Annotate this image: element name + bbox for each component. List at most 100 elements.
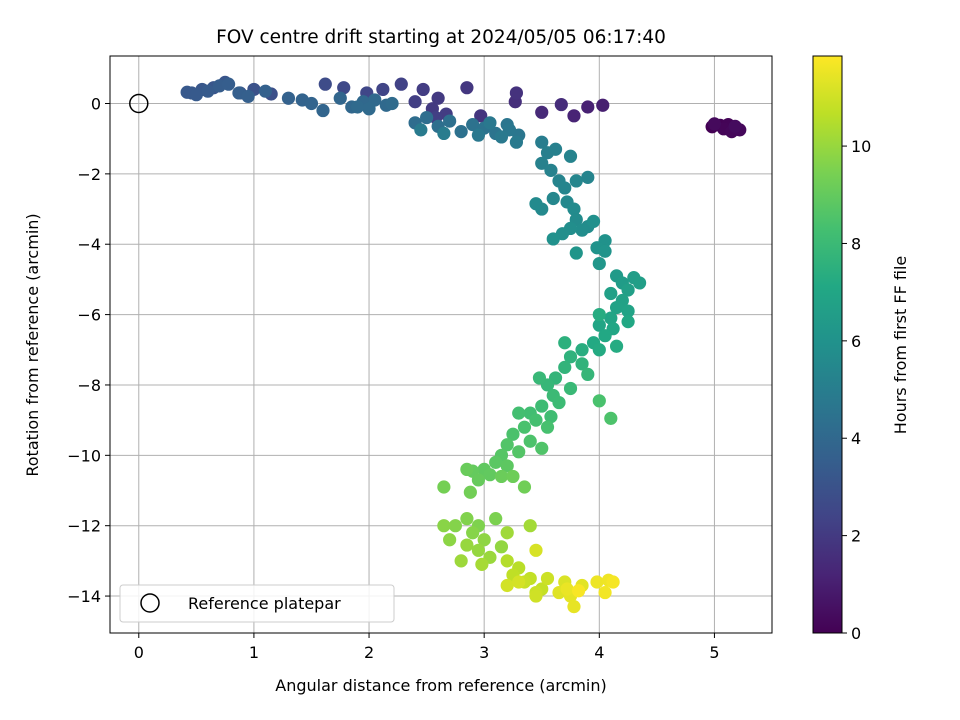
y-axis-ticks: 0 −2 −4 −6 −8 −10 −12 −14	[67, 94, 110, 606]
data-point	[544, 410, 558, 424]
data-point	[535, 441, 549, 455]
data-point	[394, 77, 408, 91]
data-point	[523, 519, 537, 533]
data-point	[506, 469, 520, 484]
x-tick-label: 1	[249, 643, 259, 662]
data-point	[466, 118, 480, 132]
data-point	[604, 311, 618, 325]
data-point	[454, 125, 468, 139]
data-point	[581, 100, 595, 114]
data-point	[592, 307, 606, 322]
data-point	[471, 543, 486, 557]
data-point	[350, 100, 365, 114]
data-point	[558, 181, 572, 195]
data-point	[517, 420, 532, 434]
data-point	[546, 191, 560, 206]
data-point	[563, 381, 578, 396]
colorbar-gradient	[812, 55, 843, 634]
data-point	[548, 142, 563, 156]
data-point	[506, 427, 520, 441]
colorbar-ticks: 0 2 4 6 8 10	[842, 137, 871, 643]
data-point	[558, 360, 572, 374]
x-tick-label: 0	[134, 643, 144, 662]
data-point	[512, 575, 526, 589]
data-point	[466, 526, 480, 540]
data-point	[500, 554, 514, 568]
data-point	[540, 571, 555, 586]
data-point	[575, 223, 589, 237]
data-point	[529, 589, 543, 603]
data-point	[604, 286, 618, 301]
chart-title: FOV centre drift starting at 2024/05/05 …	[216, 27, 666, 48]
y-tick-label: −6	[77, 306, 101, 325]
data-point	[201, 84, 215, 98]
data-point	[443, 533, 457, 547]
data-point	[532, 371, 547, 385]
data-point	[575, 357, 589, 371]
data-point	[592, 343, 606, 357]
data-point	[512, 406, 526, 420]
plot-area	[110, 56, 772, 633]
data-point	[489, 455, 503, 469]
data-point	[592, 394, 606, 408]
data-point	[529, 413, 543, 427]
data-point	[362, 102, 376, 116]
data-point	[408, 95, 422, 109]
data-point	[621, 304, 635, 318]
data-point	[376, 82, 390, 97]
data-point	[552, 395, 566, 410]
legend-marker	[140, 593, 160, 613]
y-tick-label: 0	[91, 94, 101, 113]
data-point	[414, 123, 428, 137]
x-tick-label: 4	[594, 643, 604, 662]
data-point	[604, 411, 618, 425]
data-point	[460, 538, 474, 552]
data-point	[535, 135, 549, 149]
data-point	[571, 584, 586, 598]
data-point	[304, 96, 319, 111]
colorbar-tick-label: 8	[851, 234, 861, 253]
data-point	[437, 480, 451, 494]
x-tick-label: 3	[479, 643, 489, 662]
data-point	[460, 81, 474, 95]
y-axis-label: Rotation from reference (arcmin)	[23, 213, 42, 476]
data-point	[581, 367, 595, 382]
data-point	[598, 329, 612, 343]
data-point	[554, 97, 568, 112]
data-point	[575, 343, 589, 357]
y-tick-label: −14	[67, 587, 101, 606]
reference-platepar-marker	[129, 93, 149, 114]
y-tick-label: −2	[77, 165, 101, 184]
data-point	[494, 469, 509, 484]
data-point	[500, 459, 514, 473]
data-point	[258, 84, 273, 98]
data-point	[512, 445, 526, 459]
data-point	[707, 117, 722, 131]
data-point	[494, 540, 509, 554]
data-point	[241, 89, 255, 104]
data-point	[189, 88, 203, 102]
data-point	[567, 202, 581, 216]
data-point	[546, 232, 560, 246]
colorbar: 0 2 4 6 8 10 Hours from first FF file	[812, 55, 910, 643]
data-point	[567, 109, 581, 123]
y-tick-label: −10	[67, 446, 101, 465]
data-point	[509, 135, 524, 149]
x-axis-label: Angular distance from reference (arcmin)	[275, 676, 606, 695]
colorbar-label: Hours from first FF file	[891, 256, 910, 435]
y-tick-label: −8	[77, 376, 101, 395]
data-point	[431, 91, 445, 105]
data-point	[316, 103, 330, 118]
data-point	[509, 86, 524, 100]
colorbar-tick-label: 6	[851, 332, 861, 351]
data-point	[540, 420, 555, 434]
y-tick-label: −12	[67, 517, 101, 536]
data-point	[621, 283, 635, 297]
x-tick-label: 5	[709, 643, 719, 662]
data-point	[474, 109, 488, 123]
data-point	[416, 82, 430, 97]
x-axis-ticks: 0 1 2 3 4 5	[134, 633, 720, 662]
data-point	[621, 315, 635, 329]
legend-label: Reference platepar	[188, 594, 341, 613]
